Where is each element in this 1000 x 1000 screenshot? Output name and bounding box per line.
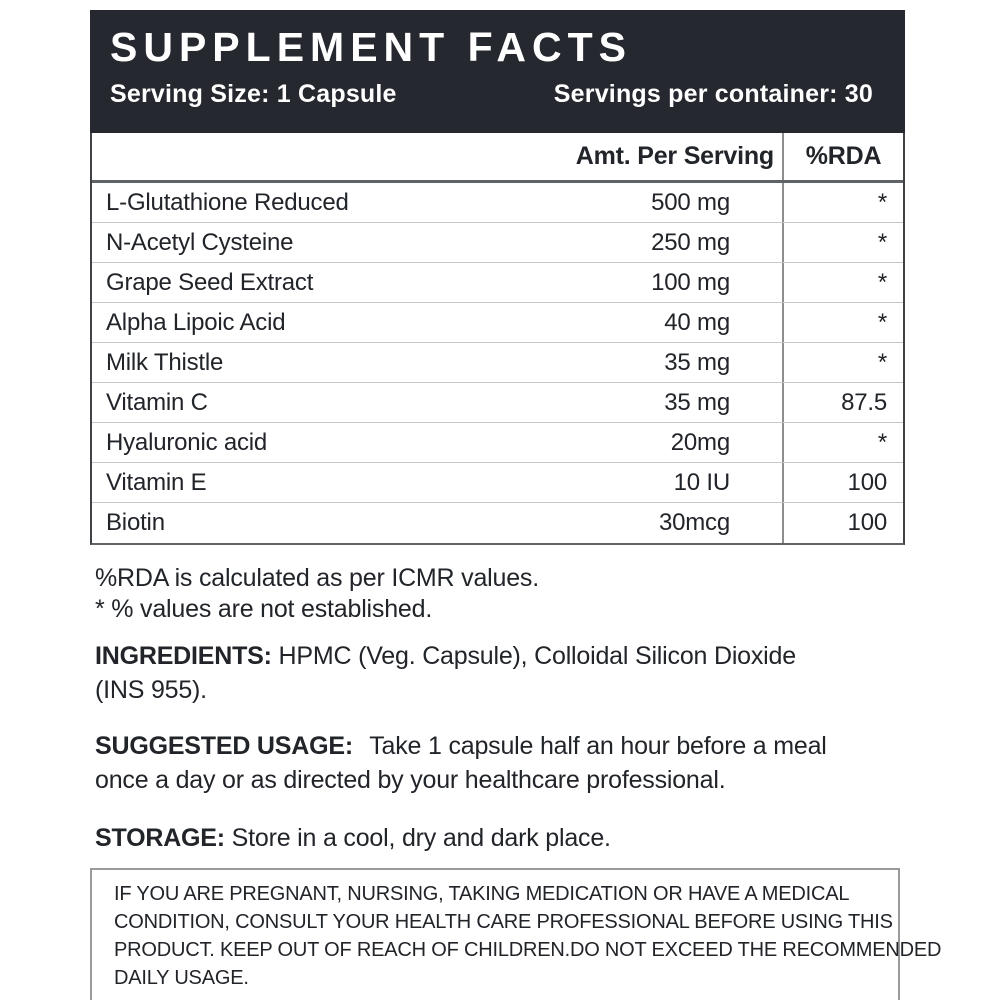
table-header-row: Amt. Per Serving %RDA [92,133,903,183]
footnotes: %RDA is calculated as per ICMR values. *… [95,563,905,625]
nutrient-amount: 250 mg [651,228,730,256]
nutrient-row: Biotin 30mcg 100 [92,503,903,543]
serving-info-row: Serving Size: 1 Capsule Servings per con… [90,70,905,109]
nutrient-rda: * [782,263,903,302]
serving-size: Serving Size: 1 Capsule [110,80,397,108]
usage-text-line1: Take 1 capsule half an hour before a mea… [369,732,827,760]
nutrient-name: Vitamin C [106,388,208,416]
nutrient-row: N-Acetyl Cysteine 250 mg * [92,223,903,263]
usage-section: SUGGESTED USAGE: Take 1 capsule half an … [95,729,885,797]
nutrient-rda: 87.5 [782,383,903,422]
facts-header: SUPPLEMENT FACTS Serving Size: 1 Capsule… [90,10,905,133]
nutrient-row: L-Glutathione Reduced 500 mg * [92,183,903,223]
nutrient-row: Alpha Lipoic Acid 40 mg * [92,303,903,343]
ingredients-text-line1: HPMC (Veg. Capsule), Colloidal Silicon D… [278,642,797,670]
supplement-facts-label: SUPPLEMENT FACTS Serving Size: 1 Capsule… [90,10,942,1000]
nutrient-rda: * [782,423,903,462]
servings-per-container: Servings per container: 30 [553,80,873,108]
nutrient-amount: 20mg [670,428,730,456]
nutrient-name: Grape Seed Extract [106,268,314,296]
nutrient-name: Vitamin E [106,468,207,496]
nutrient-row: Milk Thistle 35 mg * [92,343,903,383]
storage-label: STORAGE: [95,824,225,852]
storage-text: Store in a cool, dry and dark place. [231,824,611,852]
nutrient-name: Hyaluronic acid [106,428,268,456]
nutrient-row: Vitamin E 10 IU 100 [92,463,903,503]
nutrient-amount: 500 mg [651,188,730,216]
usage-text-line2: once a day or as directed by your health… [95,766,726,794]
nutrient-rda: * [782,303,903,342]
nutrient-rda: * [782,343,903,382]
warning-box: IF YOU ARE PREGNANT, NURSING, TAKING MED… [90,868,942,1000]
warning-line: DAILY USAGE. [114,967,249,989]
warning-line: CONDITION, CONSULT YOUR HEALTH CARE PROF… [114,911,893,933]
nutrient-amount: 100 mg [651,268,730,296]
warning-line: PRODUCT. KEEP OUT OF REACH OF CHILDREN.D… [114,939,942,961]
nutrient-rda: * [782,183,903,222]
nutrient-rda: * [782,223,903,262]
facts-table: Amt. Per Serving %RDA L-Glutathione Redu… [90,133,905,545]
col-rda-header: %RDA [782,133,903,180]
nutrient-name: Biotin [106,509,165,536]
ingredients-section: INGREDIENTS: HPMC (Veg. Capsule), Colloi… [95,639,885,707]
nutrient-name: L-Glutathione Reduced [106,188,349,216]
nutrient-name: Alpha Lipoic Acid [106,308,286,336]
nutrient-row: Hyaluronic acid 20mg * [92,423,903,463]
footnote-rda: %RDA is calculated as per ICMR values. [95,564,539,592]
nutrient-row: Vitamin C 35 mg 87.5 [92,383,903,423]
nutrient-amount: 35 mg [664,348,730,376]
nutrient-name: N-Acetyl Cysteine [106,228,294,256]
nutrient-amount: 10 IU [673,468,731,496]
warning-line: IF YOU ARE PREGNANT, NURSING, TAKING MED… [114,883,850,905]
nutrient-amount: 40 mg [664,308,730,336]
nutrient-rda: 100 [782,463,903,502]
nutrient-amount: 35 mg [664,388,730,416]
nutrient-amount: 30mcg [658,509,730,536]
facts-title: SUPPLEMENT FACTS [110,24,632,70]
ingredients-label: INGREDIENTS: [95,642,272,670]
usage-label: SUGGESTED USAGE: [95,732,353,760]
ingredients-text-line2: (INS 955). [95,676,207,704]
nutrient-rda: 100 [782,503,903,543]
footnote-asterisk: * % values are not established. [95,595,433,623]
nutrient-row: Grape Seed Extract 100 mg * [92,263,903,303]
nutrient-name: Milk Thistle [106,348,224,376]
col-amount-header: Amt. Per Serving [575,142,774,170]
storage-section: STORAGE: Store in a cool, dry and dark p… [95,821,885,855]
